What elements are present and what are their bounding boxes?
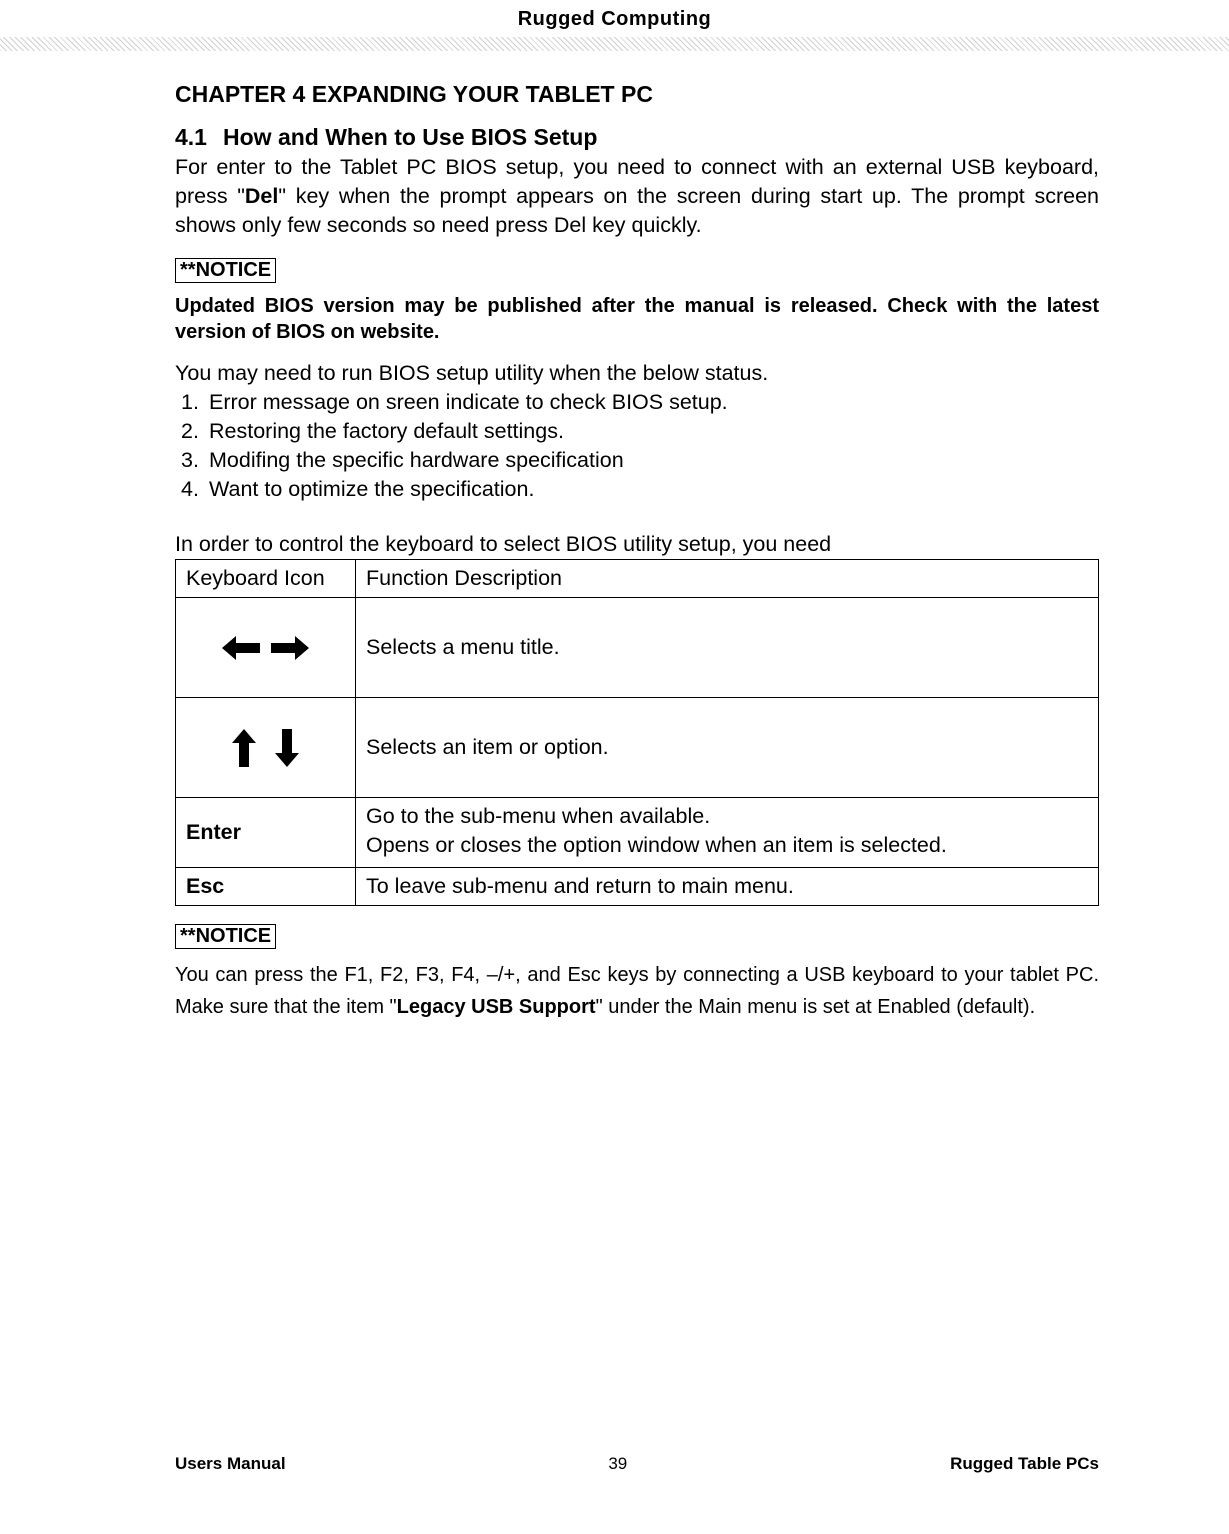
list-text: Restoring the factory default settings. [209,417,564,446]
footer-left: Users Manual [175,1454,286,1474]
notice-1-text: Updated BIOS version may be published af… [175,293,1099,345]
table-header-cell: Keyboard Icon [176,560,356,598]
function-desc-cell: Selects an item or option. [356,698,1099,798]
section-title: 4.1How and When to Use BIOS Setup [175,124,1099,151]
list-item: 2.Restoring the factory default settings… [181,417,1099,446]
intro-paragraph: For enter to the Tablet PC BIOS setup, y… [175,153,1099,240]
notice2-text-after: " under the Main menu is set at Enabled … [596,996,1036,1018]
desc-line: Go to the sub-menu when available. [366,804,1088,829]
page-footer: Users Manual 39 Rugged Table PCs [175,1454,1099,1474]
list-number: 3. [181,446,209,475]
del-key-label: Del [245,184,278,208]
chapter-title: CHAPTER 4 EXPANDING YOUR TABLET PC [175,81,1099,108]
function-desc-cell: Go to the sub-menu when available. Opens… [356,798,1099,868]
table-intro: In order to control the keyboard to sele… [175,532,1099,557]
list-text: Want to optimize the specification. [209,475,534,504]
desc-line: Opens or closes the option window when a… [366,829,1088,861]
table-row: Enter Go to the sub-menu when available.… [176,798,1099,868]
table-row: Selects a menu title. [176,598,1099,698]
keyboard-key-cell: Esc [176,868,356,906]
section-number: 4.1 [175,124,223,151]
arrow-right-icon [271,634,309,662]
list-item: 4.Want to optimize the specification. [181,475,1099,504]
notice-box-1: **NOTICE [175,258,276,283]
numbered-list: 1.Error message on sreen indicate to che… [181,388,1099,504]
notice-box-2: **NOTICE [175,924,276,949]
list-intro: You may need to run BIOS setup utility w… [175,361,1099,386]
notice-2-text: You can press the F1, F2, F3, F4, –/+, a… [175,959,1099,1023]
keyboard-icon-cell [176,598,356,698]
footer-page-number: 39 [608,1454,627,1474]
table-header-row: Keyboard Icon Function Description [176,560,1099,598]
function-desc-cell: To leave sub-menu and return to main men… [356,868,1099,906]
table-row: Esc To leave sub-menu and return to main… [176,868,1099,906]
list-item: 1.Error message on sreen indicate to che… [181,388,1099,417]
table-header-cell: Function Description [356,560,1099,598]
arrow-up-icon [230,729,258,767]
legacy-usb-label: Legacy USB Support [397,996,596,1018]
hatching-divider [0,37,1229,51]
table-row: Selects an item or option. [176,698,1099,798]
intro-text-after: " key when the prompt appears on the scr… [175,184,1099,237]
list-number: 1. [181,388,209,417]
list-text: Modifing the specific hardware specifica… [209,446,624,475]
list-item: 3.Modifing the specific hardware specifi… [181,446,1099,475]
list-number: 4. [181,475,209,504]
bios-keys-table: Keyboard Icon Function Description Selec… [175,559,1099,906]
arrow-down-icon [273,729,301,767]
function-desc-cell: Selects a menu title. [356,598,1099,698]
list-text: Error message on sreen indicate to check… [209,388,728,417]
list-number: 2. [181,417,209,446]
arrow-left-icon [222,634,260,662]
main-content: CHAPTER 4 EXPANDING YOUR TABLET PC 4.1Ho… [0,51,1229,1023]
footer-right: Rugged Table PCs [950,1454,1099,1474]
page-header: Rugged Computing [0,0,1229,31]
keyboard-icon-cell [176,698,356,798]
section-heading: How and When to Use BIOS Setup [223,124,597,150]
keyboard-key-cell: Enter [176,798,356,868]
